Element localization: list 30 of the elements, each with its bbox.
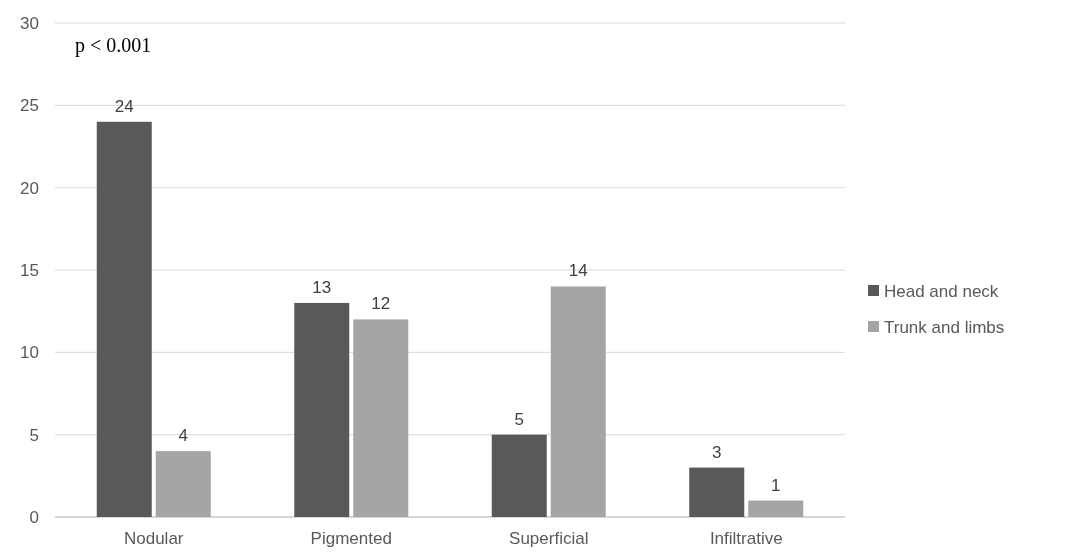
bar bbox=[353, 319, 409, 517]
y-tick-label: 5 bbox=[29, 425, 39, 445]
data-label: 1 bbox=[771, 475, 781, 495]
legend-label: Trunk and limbs bbox=[884, 317, 1005, 337]
data-label: 4 bbox=[178, 426, 188, 446]
y-tick-label: 10 bbox=[20, 343, 39, 363]
data-label: 12 bbox=[371, 294, 391, 314]
y-tick-label: 15 bbox=[20, 260, 39, 280]
x-tick-label: Superficial bbox=[509, 529, 589, 548]
annotation: p < 0.001 bbox=[75, 34, 152, 57]
legend-label: Head and neck bbox=[884, 281, 999, 301]
bar bbox=[96, 121, 152, 517]
y-tick-label: 0 bbox=[29, 507, 39, 527]
bar bbox=[550, 286, 606, 517]
y-tick-label: 20 bbox=[20, 178, 39, 198]
data-label: 14 bbox=[568, 261, 588, 281]
data-label: 5 bbox=[514, 409, 524, 429]
y-tick-label: 30 bbox=[20, 13, 39, 33]
x-tick-label: Infiltrative bbox=[709, 529, 783, 548]
data-label: 3 bbox=[712, 442, 722, 462]
bar bbox=[155, 451, 211, 517]
bar bbox=[748, 500, 804, 517]
x-tick-label: Pigmented bbox=[310, 529, 392, 548]
bar bbox=[491, 434, 547, 517]
data-label: 13 bbox=[312, 277, 332, 297]
y-tick-label: 25 bbox=[20, 96, 39, 116]
bar bbox=[294, 302, 350, 517]
x-tick-label: Nodular bbox=[123, 529, 184, 548]
bar bbox=[689, 467, 745, 517]
data-label: 24 bbox=[114, 96, 134, 116]
